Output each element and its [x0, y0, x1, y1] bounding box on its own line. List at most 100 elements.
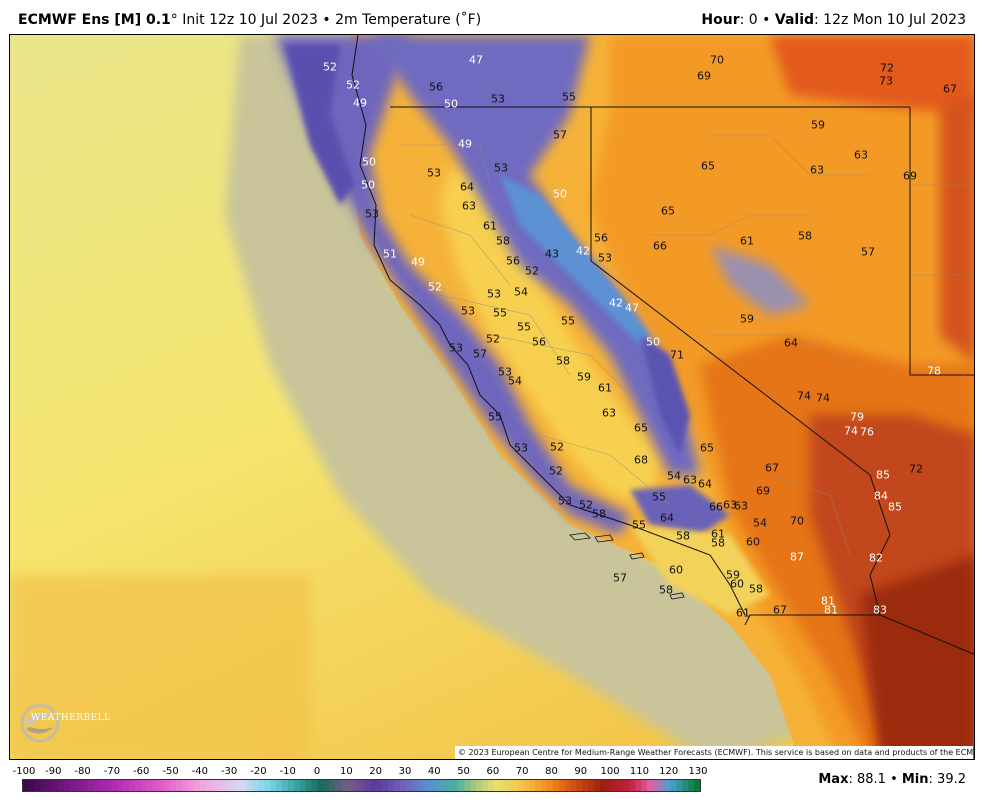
legend-color-segment	[476, 780, 483, 791]
temperature-label: 51	[383, 247, 397, 261]
temperature-label: 81	[821, 594, 835, 608]
legend-color-segment	[240, 780, 248, 791]
legend-color-segment	[582, 780, 589, 791]
temperature-label: 64	[784, 336, 798, 350]
temperature-label: 57	[861, 245, 875, 259]
legend-color-segment	[252, 780, 260, 791]
legend-color-segment	[452, 780, 460, 791]
temperature-label: 55	[517, 320, 531, 334]
legend-color-segment	[134, 780, 142, 791]
legend-color-segment	[264, 780, 271, 791]
legend-color-segment	[176, 780, 183, 791]
max-label: Max	[818, 772, 849, 787]
temperature-label: 67	[943, 82, 957, 96]
temperature-label: 63	[854, 148, 868, 162]
legend-color-segment	[482, 780, 489, 791]
legend-color-segment	[535, 780, 542, 791]
legend-color-segment	[570, 780, 577, 791]
temperature-label: 50	[553, 187, 567, 201]
temperature-label: 54	[667, 469, 681, 483]
legend-color-segment	[211, 780, 218, 791]
temperature-label: 64	[660, 511, 674, 525]
temperature-label: 70	[790, 514, 804, 528]
temperature-label: 53	[498, 365, 512, 379]
map-title: ECMWF Ens [M] 0.1° Init 12z 10 Jul 2023 …	[18, 12, 481, 28]
valid-label: Valid	[774, 12, 815, 28]
legend-tick-label: 30	[398, 766, 412, 777]
legend-color-segment	[70, 780, 77, 791]
max-value: 88.1	[856, 772, 886, 787]
legend-color-segment	[23, 780, 30, 791]
temperature-label: 74	[816, 391, 830, 405]
legend-color-segment	[440, 780, 448, 791]
temperature-label: 84	[874, 489, 888, 503]
copyright-notice: © 2023 European Centre for Medium-Range …	[455, 746, 974, 759]
legend-color-segment	[246, 780, 254, 791]
legend-color-segment	[258, 780, 265, 791]
legend-color-segment	[140, 780, 148, 791]
legend-color-segment	[270, 780, 277, 791]
legend-color-segment	[529, 780, 536, 791]
hour-value: : 0 •	[739, 12, 775, 28]
temperature-label: 56	[506, 254, 520, 268]
legend-color-segment	[558, 780, 566, 791]
county-borders	[400, 134, 974, 556]
temperature-label: 65	[701, 159, 715, 173]
color-legend: -100 -90 -80 -70 -60 -50 -40 -30 -20 -10 0 10 20 30 40…	[0, 760, 984, 808]
legend-color-segment	[152, 780, 159, 791]
legend-color-segment	[352, 780, 360, 791]
temperature-label: 61	[483, 219, 497, 233]
temperature-label: 53	[427, 166, 441, 180]
legend-color-segment	[199, 780, 207, 791]
legend-color-segment	[87, 780, 95, 791]
legend-color-segment	[541, 780, 548, 791]
temperature-label: 52	[323, 60, 337, 74]
temperature-label: 53	[449, 341, 463, 355]
legend-tick-label: 100	[600, 766, 620, 777]
legend-tick-label: 80	[545, 766, 558, 777]
legend-color-segment	[446, 780, 454, 791]
legend-color-segment	[493, 780, 501, 791]
legend-color-segment	[28, 780, 36, 791]
legend-color-segment	[64, 780, 71, 791]
weatherbell-swirl-logo	[20, 703, 60, 743]
temperature-label: 79	[850, 410, 864, 424]
legend-color-scale	[23, 780, 700, 791]
temperature-label: 50	[646, 335, 660, 349]
legend-color-segment	[387, 780, 395, 791]
legend-color-segment	[423, 780, 430, 791]
temperature-label: 49	[411, 255, 425, 269]
legend-tick-label: -30	[220, 766, 238, 777]
legend-color-segment	[276, 780, 283, 791]
temperature-label: 57	[553, 128, 567, 142]
init-run-text: ° Init 12z 10 Jul 2023 • 2m Temperature …	[170, 12, 482, 28]
temperature-label: 83	[873, 603, 887, 617]
min-value: 39.2	[937, 772, 966, 787]
temperature-label: 60	[730, 577, 744, 591]
legend-tick-label: -20	[250, 766, 267, 777]
temperature-label: 82	[869, 551, 883, 565]
legend-color-segment	[417, 780, 424, 791]
temperature-label: 57	[613, 571, 627, 585]
temperature-label: 66	[653, 239, 667, 253]
legend-tick-label: 50	[457, 766, 470, 777]
temperature-label: 42	[609, 296, 623, 310]
legend-color-segment	[93, 780, 101, 791]
legend-color-segment	[187, 780, 195, 791]
temperature-label: 53	[365, 207, 379, 221]
temperature-label: 64	[460, 180, 474, 194]
temperature-label: 43	[545, 247, 559, 261]
temperature-label: 53	[558, 494, 572, 508]
model-name: ECMWF Ens [M] 0.1	[18, 12, 171, 28]
temperature-label: 55	[488, 410, 502, 424]
temperature-label: 64	[698, 477, 712, 491]
legend-color-segment	[323, 780, 330, 791]
temperature-label: 55	[652, 490, 666, 504]
legend-color-segment	[511, 780, 519, 791]
max-min-readout: Max: 88.1 • Min: 39.2	[818, 772, 966, 787]
temperature-label: 85	[876, 468, 890, 482]
temperature-label: 70	[710, 53, 724, 67]
legend-color-segment	[682, 780, 689, 791]
legend-tick-label: -70	[103, 766, 121, 777]
temperature-label: 54	[753, 516, 767, 530]
